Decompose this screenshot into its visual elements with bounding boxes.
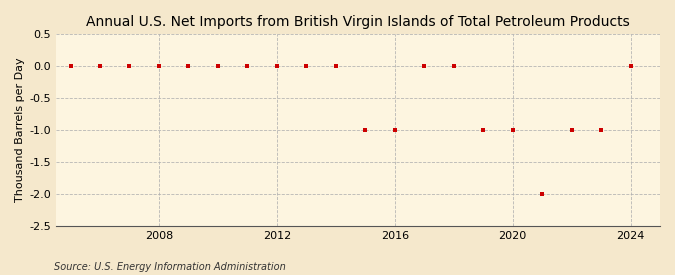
Point [566, 128, 577, 132]
Point [507, 128, 518, 132]
Point [330, 64, 341, 68]
Y-axis label: Thousand Barrels per Day: Thousand Barrels per Day [15, 58, 25, 202]
Point [213, 64, 223, 68]
Point [448, 64, 459, 68]
Point [625, 64, 636, 68]
Point [418, 64, 429, 68]
Point [65, 64, 76, 68]
Point [301, 64, 312, 68]
Point [124, 64, 135, 68]
Point [242, 64, 252, 68]
Point [271, 64, 282, 68]
Point [183, 64, 194, 68]
Point [595, 128, 606, 132]
Point [389, 128, 400, 132]
Text: Source: U.S. Energy Information Administration: Source: U.S. Energy Information Administ… [54, 262, 286, 272]
Point [153, 64, 164, 68]
Point [95, 64, 105, 68]
Title: Annual U.S. Net Imports from British Virgin Islands of Total Petroleum Products: Annual U.S. Net Imports from British Vir… [86, 15, 630, 29]
Point [360, 128, 371, 132]
Point [537, 192, 547, 196]
Point [478, 128, 489, 132]
